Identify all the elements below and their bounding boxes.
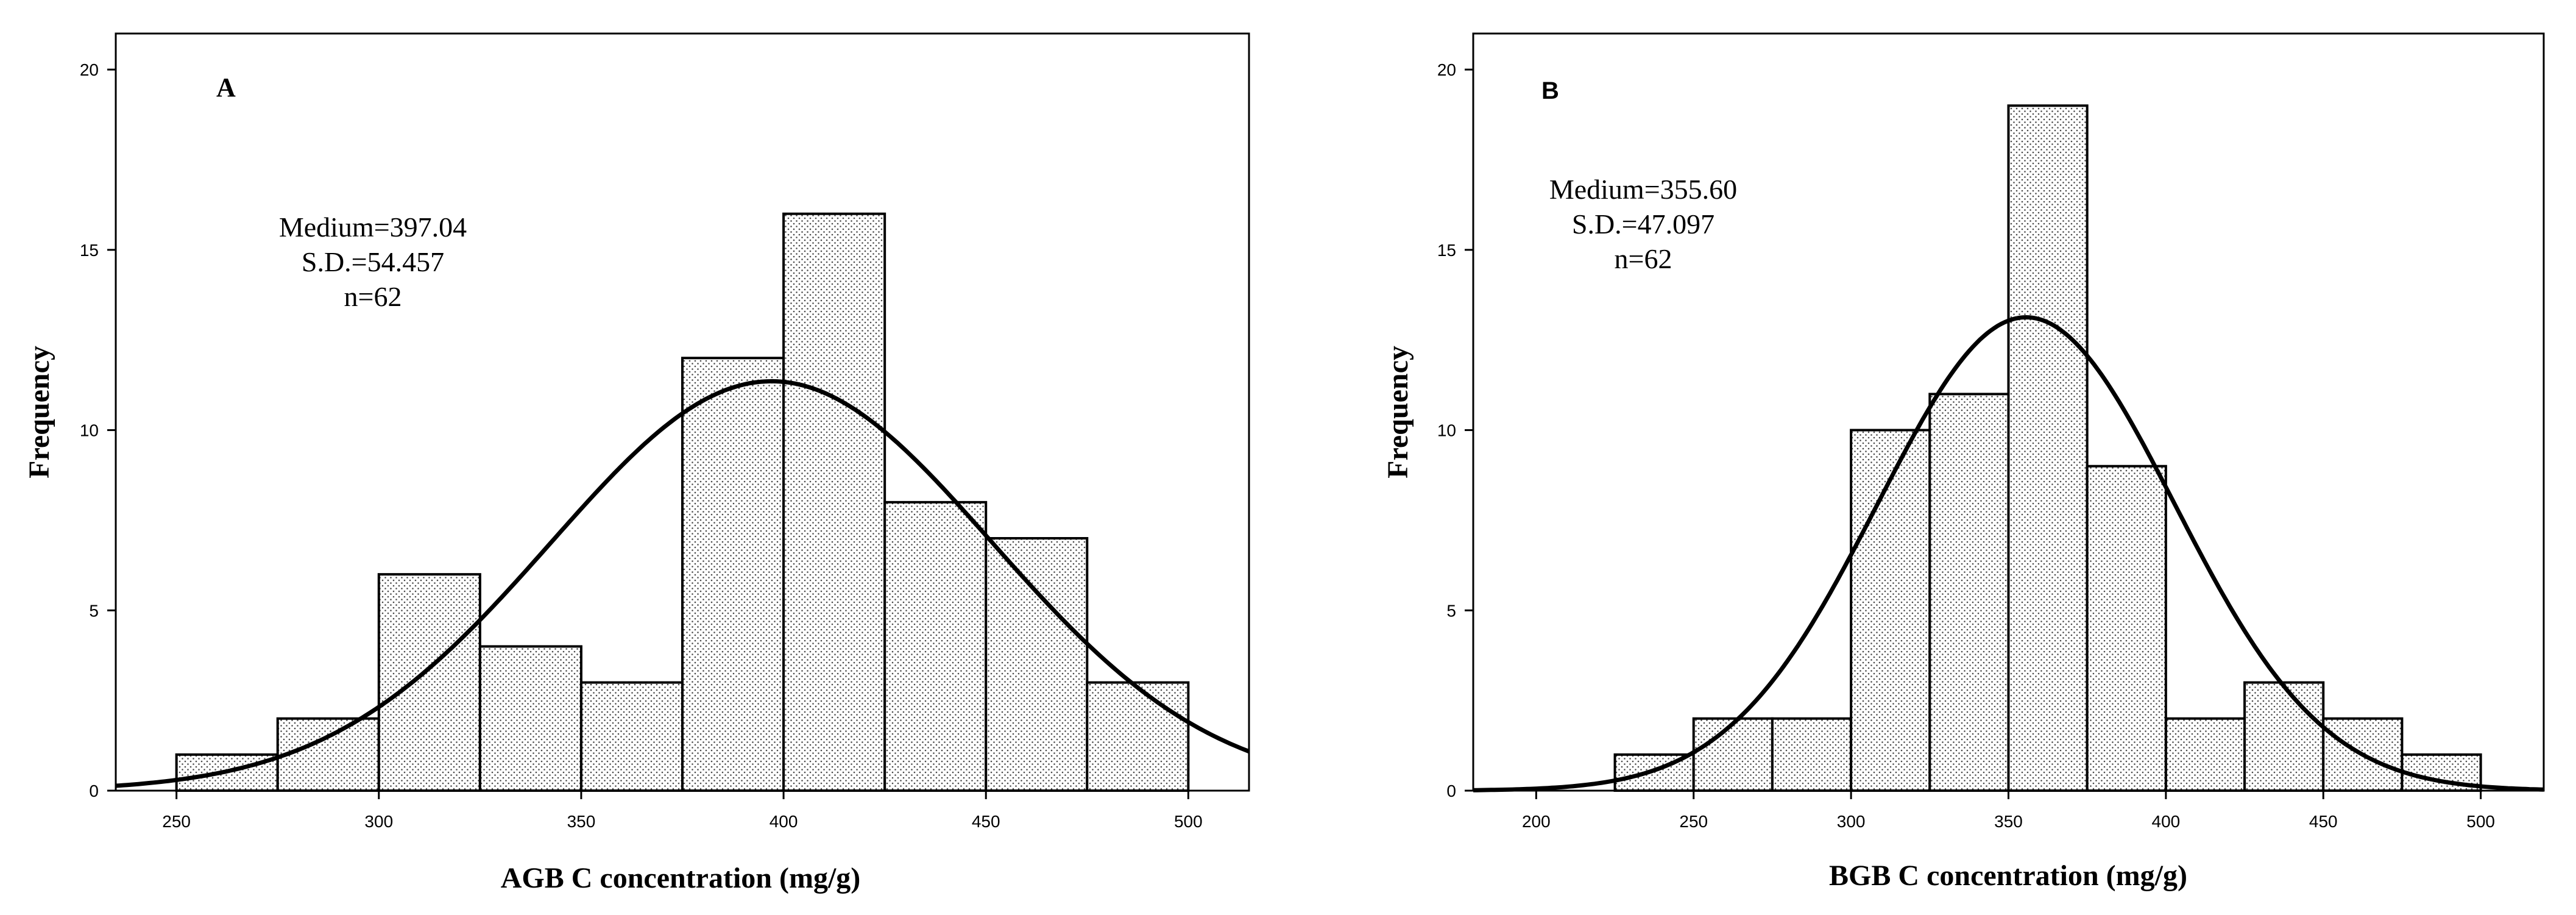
y-tick-label-b-1: 5 xyxy=(1446,601,1456,620)
x-tick-label-b-5: 450 xyxy=(2309,812,2338,831)
panel-label-a: A xyxy=(216,73,236,102)
y-tick-label-a-1: 5 xyxy=(89,601,99,620)
x-tick-label-a-3: 400 xyxy=(770,812,798,831)
chart-panel-b: 0 5 10 15 20 200 250 300 350 400 450 500 B Medium=… xyxy=(1382,32,2545,892)
normal-curve-a xyxy=(115,379,1250,788)
x-tick-label-a-0: 250 xyxy=(162,812,191,831)
stats-mean-a: Medium=397.04 xyxy=(279,212,467,243)
y-ticks-b: 0 5 10 15 20 xyxy=(1437,60,1473,800)
x-tick-label-a-4: 450 xyxy=(972,812,1000,831)
chart-panel-a: 0 5 10 15 20 250 300 350 400 450 500 A Medium=397… xyxy=(23,32,1250,894)
stats-n-a: n=62 xyxy=(344,281,402,312)
y-tick-label-a-0: 0 xyxy=(89,781,99,800)
y-tick-label-a-4: 20 xyxy=(80,60,99,79)
stats-sd-a: S.D.=54.457 xyxy=(302,246,444,277)
histogram-bar-b-1 xyxy=(1692,717,1774,792)
histogram-bar-a-4 xyxy=(579,681,684,792)
histogram-bar-b-8 xyxy=(2243,681,2325,792)
histogram-bar-b-7 xyxy=(2164,717,2246,792)
histogram-bar-b-2 xyxy=(1771,717,1853,792)
histogram-bar-a-3 xyxy=(478,645,582,792)
x-axis-title-b: BGB C concentration (mg/g) xyxy=(1829,860,2187,892)
histogram-bar-b-4 xyxy=(1928,393,2010,792)
x-tick-label-a-5: 500 xyxy=(1174,812,1203,831)
y-tick-label-a-3: 15 xyxy=(80,241,99,260)
x-ticks-a: 250 300 350 400 450 500 xyxy=(162,791,1203,831)
x-tick-label-b-1: 250 xyxy=(1679,812,1708,831)
y-axis-title-a: Frequency xyxy=(23,346,55,479)
histogram-bar-a-8 xyxy=(985,537,1089,792)
y-ticks-a: 0 5 10 15 20 xyxy=(80,60,116,800)
x-tick-label-b-2: 300 xyxy=(1837,812,1866,831)
x-tick-label-b-3: 350 xyxy=(1994,812,2023,831)
x-tick-label-b-4: 400 xyxy=(2152,812,2181,831)
normal-curve-b xyxy=(1473,315,2544,792)
x-axis-title-a: AGB C concentration (mg/g) xyxy=(501,862,861,894)
stats-sd-b: S.D.=47.097 xyxy=(1572,208,1714,240)
y-tick-label-b-4: 20 xyxy=(1437,60,1456,79)
x-tick-label-b-0: 200 xyxy=(1522,812,1551,831)
y-tick-label-a-2: 10 xyxy=(80,421,99,440)
stats-mean-b: Medium=355.60 xyxy=(1549,174,1737,205)
y-tick-label-b-2: 10 xyxy=(1437,421,1456,440)
histogram-bar-b-3 xyxy=(1850,429,1931,792)
histogram-bar-a-7 xyxy=(883,500,988,792)
histogram-bar-a-2 xyxy=(377,573,481,792)
histogram-bar-a-1 xyxy=(276,717,380,792)
y-tick-label-b-3: 15 xyxy=(1437,241,1456,260)
histogram-bar-a-5 xyxy=(681,357,785,792)
y-axis-title-b: Frequency xyxy=(1382,346,1414,479)
histogram-bar-a-0 xyxy=(175,753,279,792)
y-tick-label-b-0: 0 xyxy=(1446,781,1456,800)
histogram-bar-a-9 xyxy=(1086,681,1190,792)
stats-n-b: n=62 xyxy=(1615,243,1672,274)
bars-b xyxy=(1613,104,2482,792)
x-tick-label-a-1: 300 xyxy=(364,812,393,831)
histogram-bar-b-5 xyxy=(2007,104,2089,792)
bars-a xyxy=(175,212,1190,792)
histogram-bar-b-6 xyxy=(2086,465,2167,792)
x-tick-label-a-2: 350 xyxy=(567,812,596,831)
x-ticks-b: 200 250 300 350 400 450 500 xyxy=(1522,791,2495,831)
histogram-bar-a-6 xyxy=(782,212,886,792)
x-tick-label-b-6: 500 xyxy=(2466,812,2495,831)
panel-label-b: B xyxy=(1541,77,1559,104)
